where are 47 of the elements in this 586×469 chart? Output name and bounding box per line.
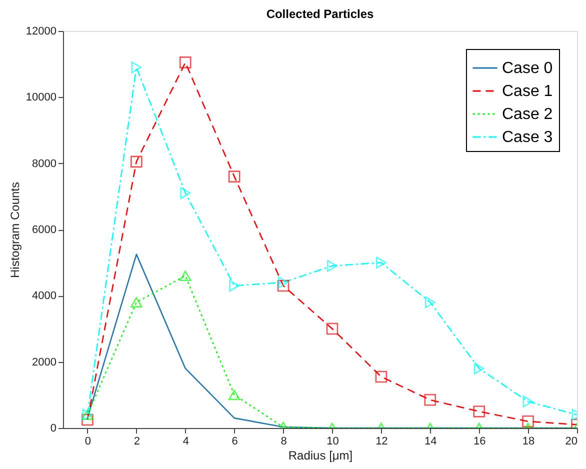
point [82,414,94,426]
y-tick-label: 4000 [32,290,56,302]
y-tick-label: 10000 [26,92,56,104]
point [228,390,240,400]
x-tick-label: 2 [134,436,140,448]
x-tick-label: 18 [522,436,535,448]
point [424,394,436,406]
legend-label: Case 3 [502,129,553,146]
point [522,396,534,408]
point [179,56,192,68]
point [130,156,142,168]
point [229,280,240,292]
x-tick-label: 20 [565,436,578,448]
y-axis-title: Histogram Counts [8,182,22,278]
x-tick-label: 0 [84,436,92,448]
y-tick-label: 0 [50,422,56,434]
y-tick-label: 6000 [32,224,56,236]
x-tick-label: 6 [232,436,238,448]
legend-label: Case 0 [502,60,553,77]
point [327,260,338,272]
point [473,406,485,418]
legend-label: Case 1 [502,83,553,100]
chart-title: Collected Particles [266,7,374,21]
x-tick-label: 8 [280,436,287,448]
point [180,187,191,199]
x-tick-label: 12 [376,436,388,448]
x-tick-label: 14 [424,436,437,448]
legend-label: Case 2 [502,106,553,123]
point [424,296,436,308]
point [375,370,388,383]
point [326,322,338,335]
y-tick-label: 2000 [32,356,56,368]
point [131,62,142,74]
point [277,280,290,292]
x-tick-label: 16 [473,436,486,448]
point [474,362,484,374]
x-axis-title: Radius [μm] [288,448,353,462]
point [179,270,192,282]
point [376,256,386,268]
x-tick-label: 10 [326,436,339,448]
y-tick-label: 8000 [32,158,56,170]
x-tick-label: 4 [182,436,189,448]
y-tick-label: 12000 [26,26,56,38]
point [228,170,240,182]
point [278,276,288,288]
point [130,297,142,308]
point [522,415,534,428]
